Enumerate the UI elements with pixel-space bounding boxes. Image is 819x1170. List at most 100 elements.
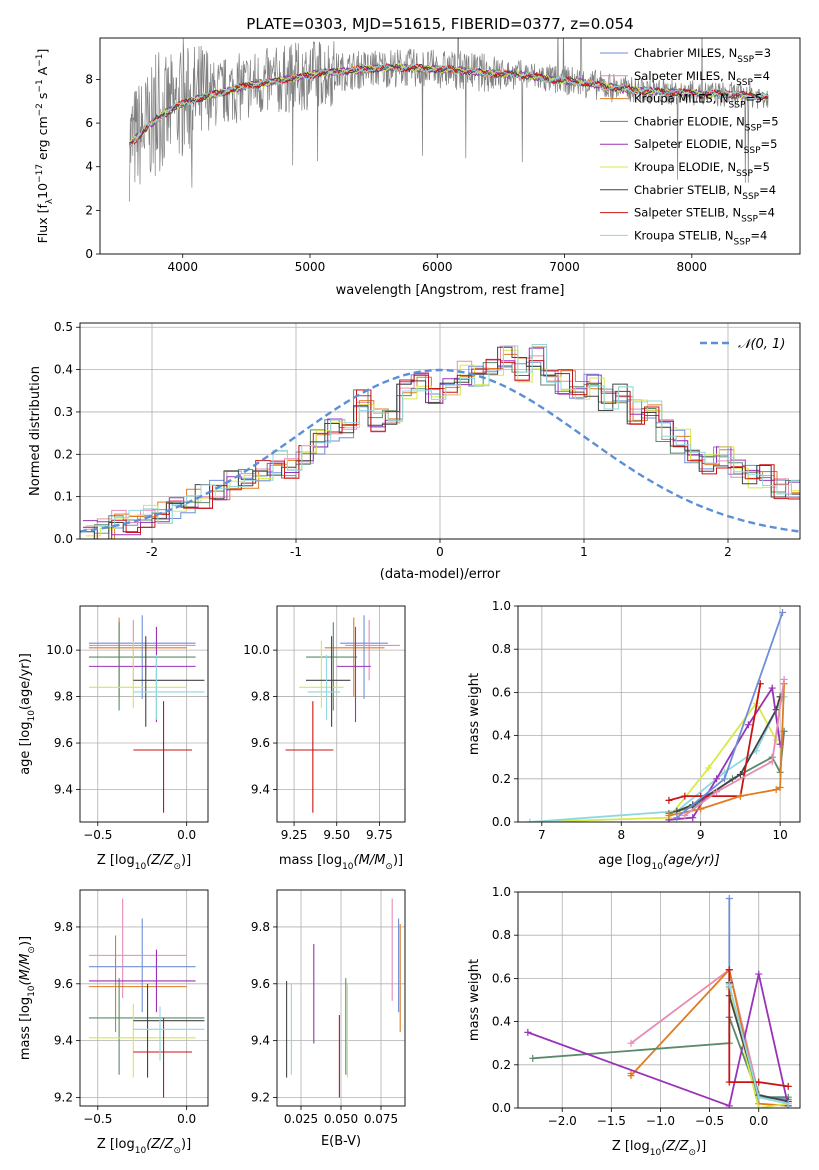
y-tick-label: 9.4 (251, 1034, 270, 1048)
y-axis-label: Normed distribution (28, 366, 43, 496)
x-tick-label: 0.0 (749, 1114, 768, 1128)
legend-label: 𝒩(0, 1) (738, 337, 785, 352)
x-axis-label: Z [log10(Z/Z⊙)] (97, 853, 191, 872)
weight-line (527, 973, 790, 1107)
legend-label-part: Chabrier MILES, N (634, 46, 737, 60)
model-spectrum (129, 62, 769, 146)
legend-label-part: Kroupa MILES, N (634, 92, 729, 106)
legend-label-part: SSP (729, 101, 746, 111)
legend-label-part: =4 (759, 183, 776, 197)
y-tick-label: 8 (85, 72, 93, 86)
y-tick-label: 0.1 (54, 490, 73, 504)
y-axis-label-part: erg cm (35, 116, 50, 164)
y-tick-label: 0.4 (54, 363, 73, 377)
age-vs-z-frame (79, 605, 209, 823)
x-axis-label-part: Z [log (612, 1139, 650, 1154)
legend-label: Kroupa MILES, NSSP=5 (634, 92, 762, 111)
y-axis-label-part: (age/yr)] (18, 653, 33, 710)
weight-point (736, 770, 744, 778)
y-tick-label: 0.8 (492, 642, 511, 656)
weight-point (526, 818, 534, 822)
y-tick-label: 0.8 (492, 928, 511, 942)
weight-vs-age-frame (517, 605, 801, 823)
weight-point (627, 1072, 635, 1080)
y-tick-label: 0.0 (492, 1101, 511, 1115)
legend-label-part: =4 (758, 206, 775, 220)
residual-histogram (80, 361, 800, 539)
y-tick-label: 0.2 (54, 447, 73, 461)
y-tick-label: 9.6 (251, 736, 270, 750)
residuals-plot (80, 344, 800, 539)
residual-histogram (82, 358, 800, 539)
age-vs-mass-axes: 9.25 9.50 9.75 9.4 9.6 9.8 10.0 (243, 605, 406, 842)
weight-point (725, 1102, 733, 1108)
weight-point (673, 814, 681, 822)
weight-point (725, 1078, 733, 1086)
y-axis-label-part: (M/M (18, 954, 33, 986)
y-tick-label: 0.2 (492, 1058, 511, 1072)
x-tick-label: 0.0 (177, 1112, 196, 1126)
legend-label-part: Kroupa ELODIE, N (634, 160, 736, 174)
x-tick-label: 6000 (422, 260, 453, 274)
residual-histogram (85, 349, 800, 537)
y-tick-label: 0.0 (492, 815, 511, 829)
x-tick-label: −0.5 (695, 1114, 724, 1128)
x-axis-label-part: 10 (135, 1146, 147, 1156)
y-axis-label-part: 10 (35, 183, 50, 199)
x-tick-label: 0.050 (324, 1112, 358, 1126)
weight-vs-age-axes: 7 8 9 10 0.0 0.2 0.4 0.6 0.8 1.0 (492, 599, 801, 842)
y-tick-label: 10.0 (46, 643, 73, 657)
x-axis-label-part: )] (181, 853, 191, 868)
x-tick-label: −1.0 (646, 1114, 675, 1128)
y-tick-label: 9.2 (54, 1090, 73, 1104)
weight-point (772, 786, 780, 794)
x-axis-label: wavelength [Angstrom, rest frame] (336, 283, 565, 298)
x-axis-label: age [log10(age/yr)] (598, 853, 720, 872)
weight-line (668, 685, 781, 821)
weight-line (676, 696, 781, 813)
legend-label-part: =5 (753, 160, 770, 174)
x-tick-label: 9.25 (281, 828, 308, 842)
weight-point (744, 721, 752, 729)
normal-distribution-curve (80, 368, 800, 533)
weight-vs-z-plot (524, 894, 792, 1108)
x-axis-label-part: 10 (651, 862, 663, 872)
weight-line (529, 700, 781, 822)
legend-label: Salpeter ELODIE, NSSP=5 (634, 137, 777, 156)
residual-histogram (82, 347, 800, 536)
weight-point (713, 788, 721, 796)
y-tick-label: 1.0 (492, 885, 511, 899)
x-axis-label-part: ⊙ (173, 862, 181, 872)
age-vs-z-plot (88, 615, 205, 813)
y-tick-label: 0 (85, 247, 93, 261)
model-spectrum (129, 63, 769, 144)
weight-point (776, 783, 784, 791)
x-axis-label-part: 10 (135, 862, 147, 872)
y-axis-label-part: Flux [f (35, 204, 50, 244)
y-tick-label: 0.4 (492, 1015, 511, 1029)
x-tick-label: 0.0 (177, 828, 196, 842)
legend-label: Chabrier MILES, NSSP=3 (634, 46, 771, 65)
weight-point (627, 1039, 635, 1047)
weight-point (697, 805, 705, 813)
x-tick-label: 8000 (677, 260, 708, 274)
x-axis-label-part: Z [log (97, 853, 135, 868)
y-tick-label: 0.3 (54, 405, 73, 419)
x-tick-label: 9.75 (366, 828, 393, 842)
weight-point (681, 812, 689, 820)
weight-point (768, 684, 776, 692)
y-tick-label: 9.6 (54, 977, 73, 991)
y-tick-label: 9.4 (251, 782, 270, 796)
weight-point (736, 792, 744, 800)
y-tick-label: 9.2 (251, 1090, 270, 1104)
weight-vs-z-frame (517, 891, 801, 1109)
x-tick-label: 10 (773, 828, 788, 842)
y-axis-label-part: A (35, 66, 50, 79)
residual-histogram (80, 346, 800, 539)
y-axis-label: mass weight (467, 959, 482, 1041)
spectrum-axes: 4000 5000 6000 7000 8000 0 2 4 6 8 (85, 37, 801, 274)
y-axis-label-part: −17 (35, 164, 45, 183)
legend-label-part: =5 (761, 137, 778, 151)
weight-point (755, 1078, 763, 1086)
